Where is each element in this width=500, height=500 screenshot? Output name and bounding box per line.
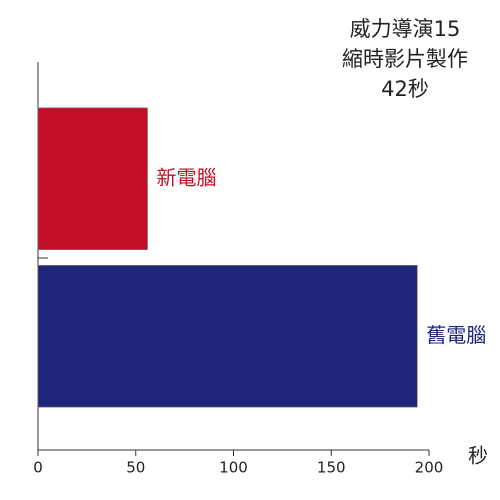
x-axis-label: 秒 bbox=[468, 444, 488, 468]
category-label: 新電腦 bbox=[156, 165, 216, 189]
x-tick-label: 50 bbox=[126, 459, 145, 477]
chart-title: 42秒 bbox=[381, 77, 429, 101]
bar bbox=[37, 107, 148, 250]
category-label: 舊電腦 bbox=[426, 323, 486, 347]
x-tick-label: 150 bbox=[317, 459, 346, 477]
chart-title: 縮時影片製作 bbox=[342, 47, 468, 71]
x-tick-label: 100 bbox=[219, 459, 248, 477]
bar bbox=[37, 265, 418, 408]
x-tick-label: 200 bbox=[415, 459, 444, 477]
chart-title: 威力導演15 bbox=[350, 17, 461, 41]
x-tick-label: 0 bbox=[33, 459, 43, 477]
